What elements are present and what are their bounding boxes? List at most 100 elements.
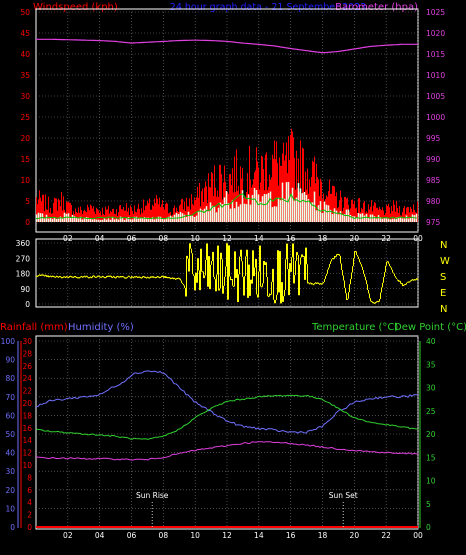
direction-point xyxy=(333,258,335,260)
direction-point xyxy=(65,276,67,279)
direction-point xyxy=(140,277,142,279)
baro-ytick-label-995: 995 xyxy=(426,134,441,143)
wind-direction-panel: 0 90 180 270 360 N W S E N xyxy=(16,238,450,315)
baro-ytick-label-1010: 1010 xyxy=(426,71,445,80)
direction-point xyxy=(332,258,334,260)
direction-point xyxy=(149,277,151,279)
direction-point xyxy=(160,276,162,279)
temperature-ytick-label-5: 5 xyxy=(426,500,431,509)
compass-label-s: S xyxy=(440,272,446,283)
direction-point xyxy=(270,293,272,296)
direction-point xyxy=(374,302,376,304)
temp-xtick-label-00: 00 xyxy=(413,531,423,540)
direction-point xyxy=(405,283,407,286)
direction-point xyxy=(93,275,95,277)
direction-point xyxy=(50,275,52,277)
direction-point xyxy=(123,276,125,278)
rainfall-ytick-label-28: 28 xyxy=(22,349,32,358)
direction-point xyxy=(130,277,132,279)
direction-point xyxy=(107,275,109,277)
direction-point xyxy=(110,275,112,277)
direction-point xyxy=(68,276,70,279)
direction-point xyxy=(414,279,416,281)
direction-point xyxy=(322,282,324,284)
humidity-line xyxy=(35,370,419,434)
direction-point xyxy=(115,277,117,279)
direction-point xyxy=(62,276,64,279)
temperature-ytick-label-30: 30 xyxy=(426,384,436,393)
direction-point xyxy=(73,276,75,278)
direction-point xyxy=(309,283,311,285)
direction-point xyxy=(72,276,74,278)
direction-point xyxy=(82,276,84,278)
wind-ytick-label-25: 25 xyxy=(20,113,30,122)
direction-point xyxy=(377,300,379,303)
barometer-line xyxy=(36,38,418,54)
wind-ytick-label-30: 30 xyxy=(20,92,30,101)
direction-point xyxy=(411,279,413,281)
direction-point xyxy=(314,283,316,285)
direction-point xyxy=(79,277,81,279)
wind-ytick-label-35: 35 xyxy=(20,71,30,80)
wind-barometer-panel: 0510152025303540455097598098599099510001… xyxy=(20,8,445,243)
direction-point xyxy=(112,276,114,279)
temperature-ytick-label-20: 20 xyxy=(426,430,436,439)
temperature-ytick-label-35: 35 xyxy=(426,360,436,369)
direction-point xyxy=(175,278,177,280)
temp-xtick-label-06: 06 xyxy=(127,531,137,540)
direction-point xyxy=(117,275,119,278)
direction-point xyxy=(399,280,401,282)
direction-point xyxy=(61,277,63,279)
direction-point xyxy=(114,276,116,278)
temp-xtick-label-20: 20 xyxy=(350,531,360,540)
direction-point xyxy=(113,275,115,278)
direction-point xyxy=(403,284,405,286)
direction-point xyxy=(412,279,414,281)
direction-point xyxy=(121,276,123,278)
direction-point xyxy=(146,277,148,279)
direction-point xyxy=(120,276,122,278)
direction-point xyxy=(145,276,147,278)
direction-point xyxy=(387,261,389,263)
baro-ytick-label-975: 975 xyxy=(426,218,441,227)
baro-ytick-label-990: 990 xyxy=(426,155,441,164)
wind-ytick-label-20: 20 xyxy=(20,134,30,143)
direction-point xyxy=(371,300,373,303)
direction-point xyxy=(102,275,104,278)
temp-xtick-label-12: 12 xyxy=(222,531,232,540)
direction-point xyxy=(56,275,58,277)
direction-point xyxy=(134,276,136,278)
rainfall-ytick-label-10: 10 xyxy=(22,461,32,470)
direction-point xyxy=(132,276,134,278)
direction-point xyxy=(312,283,314,285)
humidity-ytick-label-30: 30 xyxy=(5,467,15,476)
direction-point xyxy=(168,276,170,279)
direction-point xyxy=(118,276,120,278)
direction-point xyxy=(96,276,98,278)
direction-point xyxy=(373,302,375,304)
direction-point xyxy=(42,274,44,276)
direction-point xyxy=(83,276,85,278)
humidity-ytick-label-50: 50 xyxy=(5,430,15,439)
direction-point xyxy=(320,283,322,285)
temperature-ytick-label-15: 15 xyxy=(426,453,436,462)
temp-xtick-label-16: 16 xyxy=(286,531,296,540)
direction-point xyxy=(78,277,80,279)
compass-label-n-bottom: N xyxy=(440,304,447,315)
direction-panel-ticks: 0 90 180 270 360 xyxy=(16,239,31,309)
temp-xtick-label-02: 02 xyxy=(63,531,73,540)
dew-point-line xyxy=(35,441,419,461)
baro-ytick-label-1015: 1015 xyxy=(426,50,445,59)
direction-point xyxy=(67,276,69,278)
direction-ytick-label-90: 90 xyxy=(20,285,30,294)
direction-point xyxy=(317,282,319,284)
direction-point xyxy=(45,274,47,276)
direction-point xyxy=(172,277,174,279)
direction-point xyxy=(313,283,315,286)
direction-point xyxy=(52,275,54,277)
direction-point xyxy=(101,276,103,278)
direction-point xyxy=(58,276,60,278)
baro-ytick-label-1005: 1005 xyxy=(426,92,445,101)
direction-point xyxy=(417,278,419,280)
direction-point xyxy=(378,301,380,303)
